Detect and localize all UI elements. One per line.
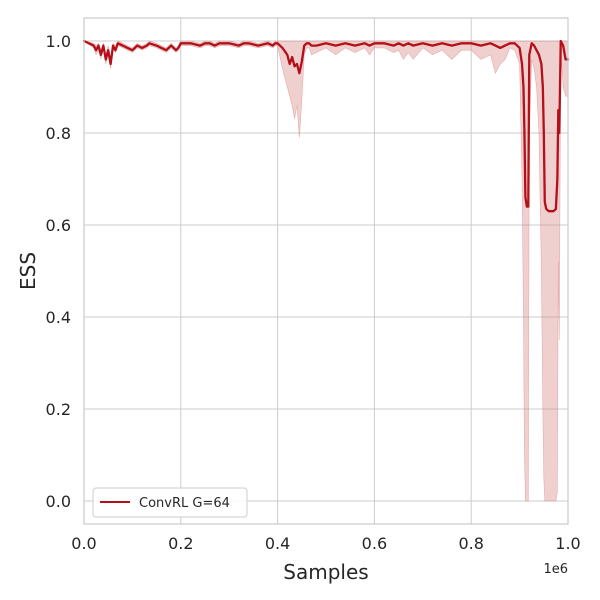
y-tick-label: 0.0 — [46, 492, 71, 511]
x-tick-label: 0.6 — [362, 534, 387, 553]
y-tick-label: 1.0 — [46, 32, 71, 51]
y-tick-labels: 0.0 0.2 0.4 0.6 0.8 1.0 — [46, 32, 71, 511]
plot-area-frame — [83, 17, 569, 525]
y-tick-label: 0.2 — [46, 400, 71, 419]
y-tick-label: 0.4 — [46, 308, 71, 327]
x-tick-label: 0.0 — [71, 534, 96, 553]
y-tick-label: 0.6 — [46, 216, 71, 235]
series-line-layer — [82, 39, 570, 213]
grid-lines — [83, 18, 569, 524]
y-axis-label: ESS — [16, 252, 40, 290]
y-tick-label: 0.8 — [46, 124, 71, 143]
x-tick-label: 0.4 — [265, 534, 290, 553]
x-axis-label: Samples — [283, 560, 368, 584]
legend-box — [92, 487, 248, 518]
series-line-convrl-g64 — [82, 39, 570, 213]
x-axis-offset-label: 1e6 — [543, 562, 568, 577]
x-tick-label: 0.2 — [168, 534, 193, 553]
x-tick-label: 1.0 — [555, 534, 580, 553]
legend: ConvRL G=64 — [92, 487, 248, 518]
x-tick-label: 0.8 — [458, 534, 483, 553]
x-tick-labels: 0.0 0.2 0.4 0.6 0.8 1.0 — [71, 534, 580, 553]
legend-label-convrl-g64: ConvRL G=64 — [139, 496, 230, 511]
